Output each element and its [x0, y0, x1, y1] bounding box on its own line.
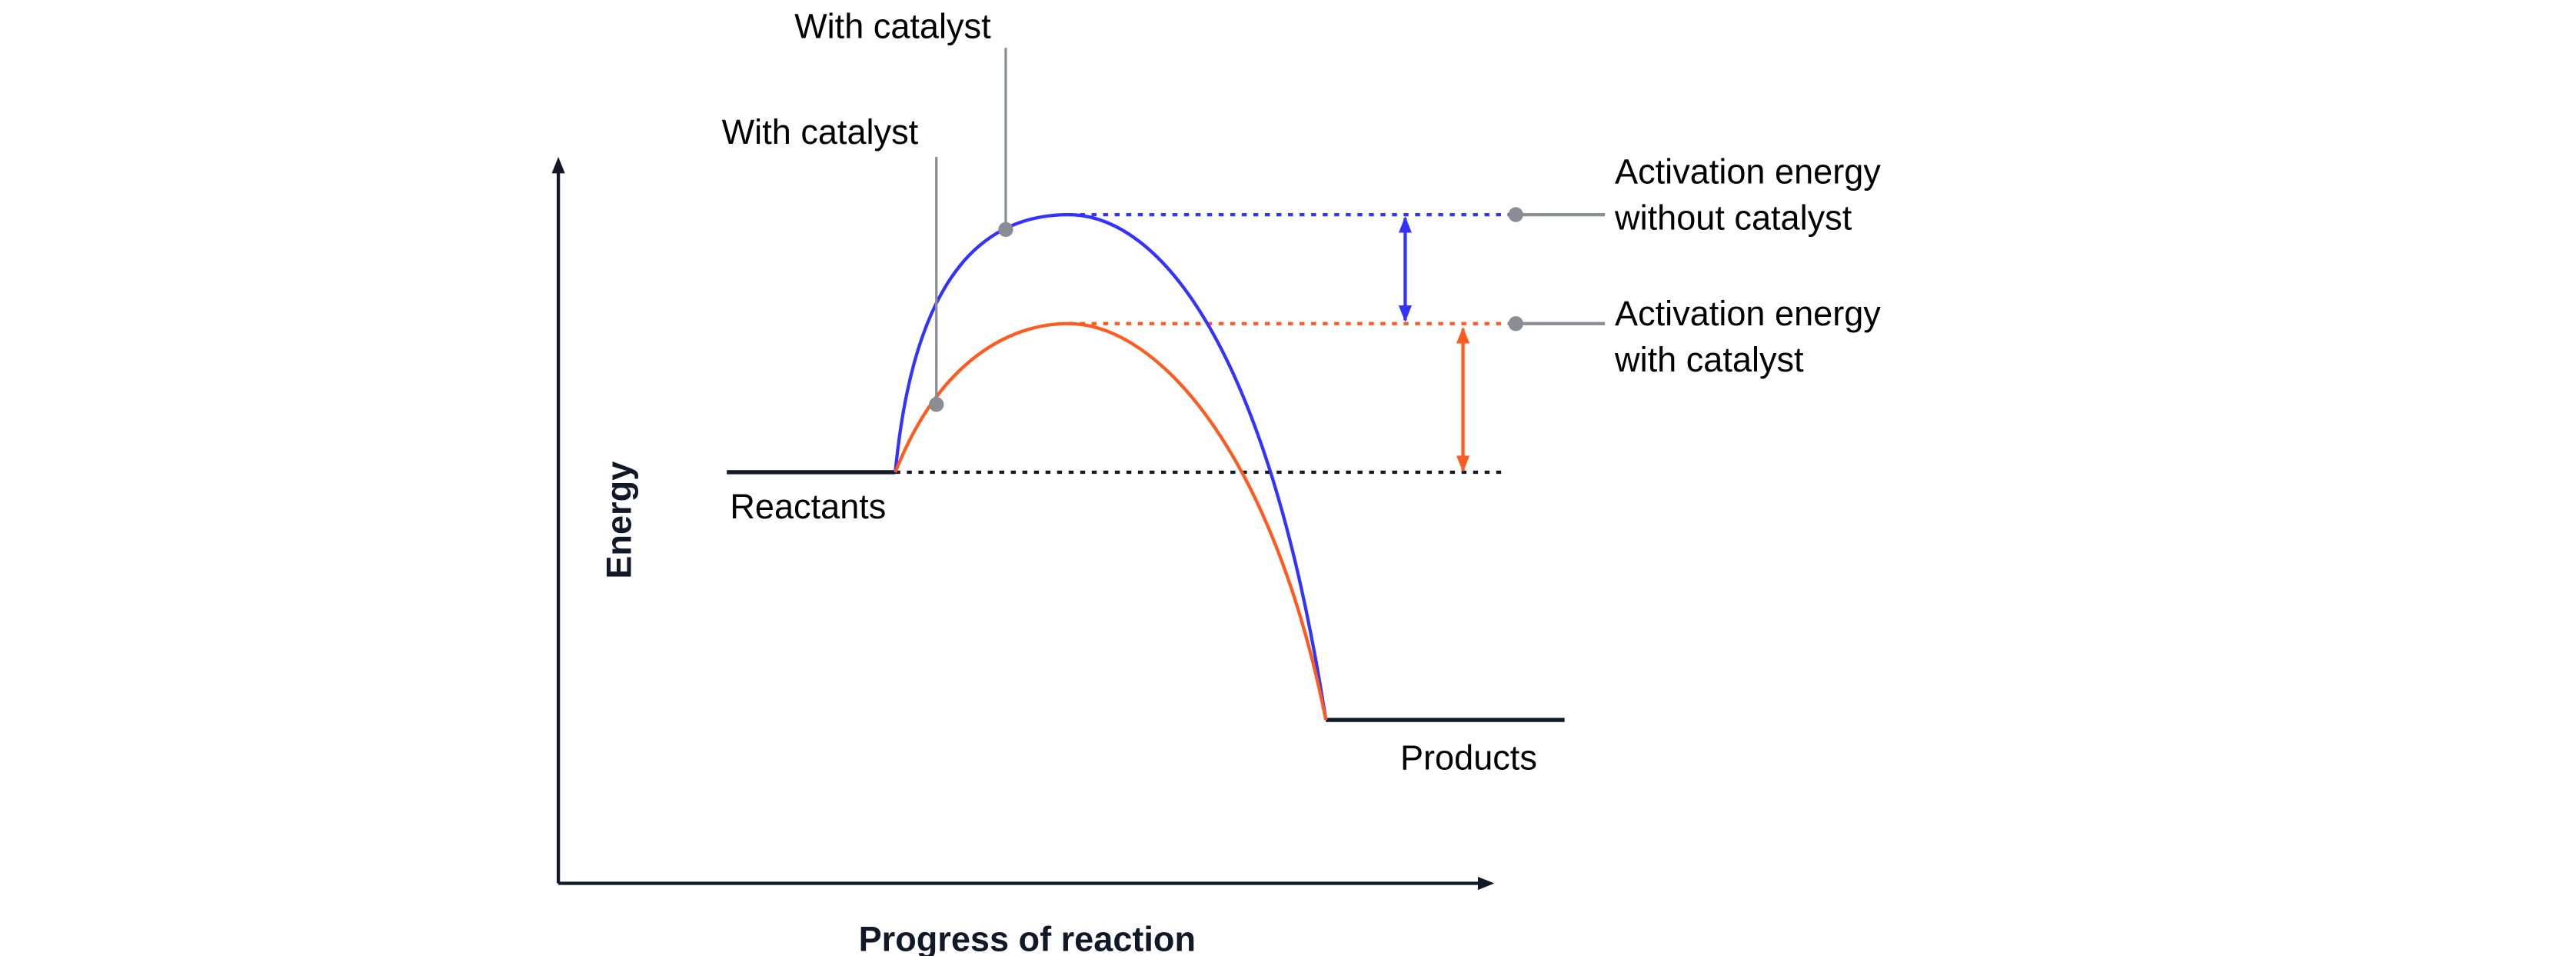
- label-products: Products: [1400, 738, 1537, 777]
- callout-dot-ea-with: [1508, 316, 1523, 331]
- y-axis-label: Energy: [600, 461, 639, 579]
- label-with-catalyst-lower: With catalyst: [722, 112, 919, 152]
- label-with-catalyst-top: With catalyst: [794, 6, 991, 45]
- label-reactants: Reactants: [730, 487, 886, 526]
- label-ea-without-2: without catalyst: [1614, 198, 1852, 237]
- label-ea-with-1: Activation energy: [1615, 294, 1881, 333]
- curve-without-catalyst: [894, 212, 1328, 721]
- x-axis-label: Progress of reaction: [859, 920, 1196, 956]
- label-ea-with-2: with catalyst: [1614, 340, 1804, 379]
- callout-dot-top: [998, 222, 1013, 238]
- curve-with-catalyst: [894, 321, 1328, 721]
- callout-dot-ea-without: [1508, 207, 1523, 222]
- callout-dot-lower: [929, 397, 944, 412]
- label-ea-without-1: Activation energy: [1615, 152, 1881, 191]
